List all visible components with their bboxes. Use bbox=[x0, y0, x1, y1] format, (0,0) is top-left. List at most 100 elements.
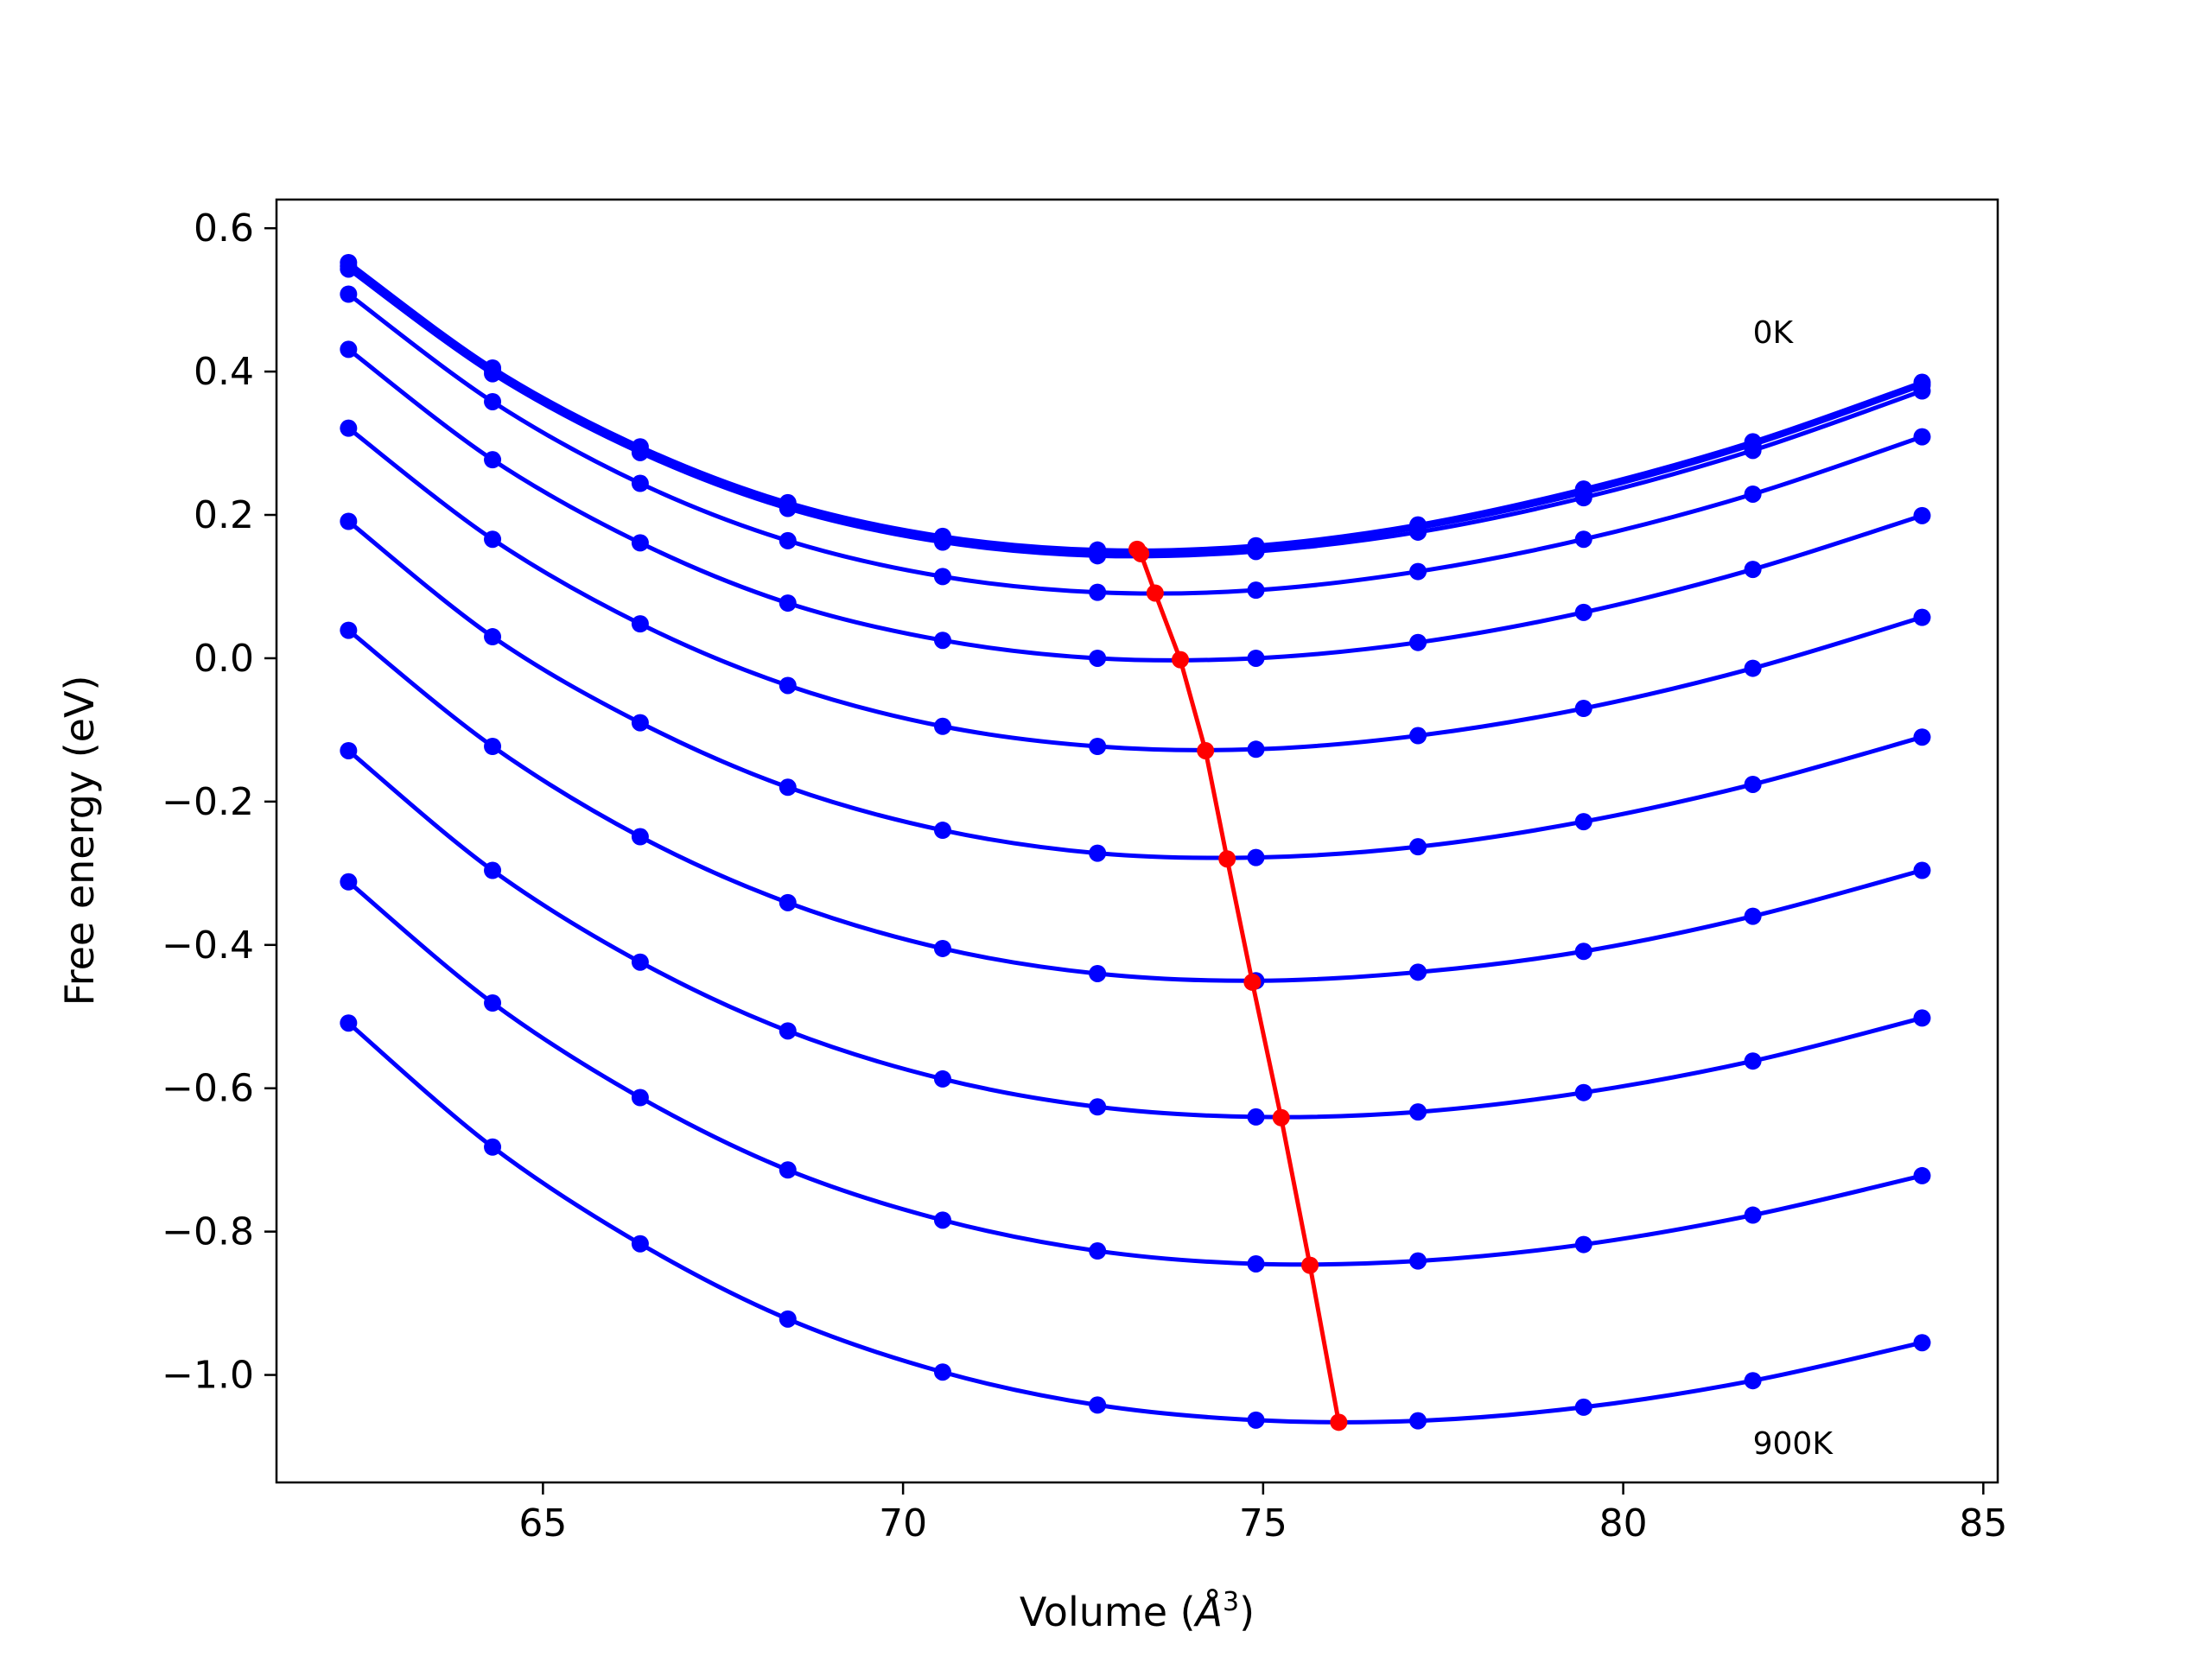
series-point bbox=[933, 939, 951, 957]
series-point bbox=[1089, 844, 1107, 862]
x-tick-label: 85 bbox=[1959, 1501, 2007, 1546]
series-point bbox=[1744, 1052, 1762, 1070]
series-line-1 bbox=[346, 260, 1924, 553]
series-point bbox=[340, 621, 358, 639]
series-line-2 bbox=[346, 263, 1924, 556]
series-point bbox=[779, 676, 797, 695]
series-point bbox=[1744, 775, 1762, 793]
x-tick-label: 65 bbox=[518, 1501, 567, 1546]
y-tick-label: 0.4 bbox=[194, 350, 254, 394]
series-point bbox=[1409, 1103, 1427, 1121]
series-point bbox=[779, 893, 797, 911]
series-point bbox=[484, 392, 502, 410]
minima-layer bbox=[1128, 540, 1348, 1431]
series-point bbox=[1913, 1334, 1931, 1352]
series-point bbox=[1744, 441, 1762, 460]
minima-point bbox=[1330, 1413, 1348, 1431]
series-line-11 bbox=[346, 1020, 1924, 1425]
series-point bbox=[340, 873, 358, 891]
series-point bbox=[1247, 1108, 1265, 1126]
minima-point bbox=[1218, 850, 1236, 868]
series-point bbox=[484, 530, 502, 549]
series-point bbox=[1913, 382, 1931, 400]
series-point bbox=[779, 594, 797, 613]
series-point bbox=[779, 778, 797, 797]
series-point bbox=[340, 1014, 358, 1032]
series-point bbox=[933, 533, 951, 551]
plot-frame bbox=[275, 198, 1999, 1484]
series-point bbox=[1744, 485, 1762, 503]
minima-point bbox=[1146, 584, 1164, 602]
series-point bbox=[1913, 1009, 1931, 1027]
series-point bbox=[1089, 649, 1107, 667]
series-point bbox=[340, 741, 358, 759]
y-tick-label: −0.4 bbox=[162, 924, 254, 968]
series-point bbox=[631, 1089, 649, 1107]
series-point bbox=[340, 260, 358, 278]
series-point bbox=[340, 340, 358, 359]
series-point bbox=[1574, 1235, 1592, 1254]
minima-point bbox=[1272, 1108, 1290, 1127]
series-point bbox=[1913, 728, 1931, 746]
series-point bbox=[1913, 1166, 1931, 1184]
series-point bbox=[631, 828, 649, 846]
minima-point bbox=[1301, 1256, 1319, 1274]
series-point bbox=[1409, 523, 1427, 541]
series-point bbox=[1089, 1098, 1107, 1116]
series-point bbox=[631, 534, 649, 552]
series-point bbox=[631, 953, 649, 971]
minima-point bbox=[1243, 973, 1262, 991]
series-point bbox=[1574, 1398, 1592, 1416]
series-point bbox=[1247, 543, 1265, 561]
series-point bbox=[1913, 506, 1931, 524]
x-axis-label: Volume (Å3) bbox=[1020, 1587, 1255, 1635]
series-point bbox=[1089, 964, 1107, 982]
series-line-5 bbox=[346, 346, 1924, 663]
series-point bbox=[1409, 838, 1427, 856]
series-point bbox=[933, 822, 951, 840]
series-point bbox=[1744, 659, 1762, 677]
minima-point bbox=[1132, 544, 1150, 562]
series-point bbox=[1744, 1372, 1762, 1390]
series-point bbox=[933, 568, 951, 586]
temperature-annotation: 900K bbox=[1753, 1426, 1834, 1462]
series-point bbox=[1913, 428, 1931, 446]
series-point bbox=[1409, 562, 1427, 581]
y-tick-label: 0.2 bbox=[194, 493, 254, 537]
series-point bbox=[1574, 603, 1592, 621]
series-point bbox=[340, 419, 358, 437]
series-point bbox=[1247, 1411, 1265, 1429]
series-point bbox=[1744, 561, 1762, 579]
y-tick-label: 0.0 bbox=[194, 637, 254, 681]
series-point bbox=[1409, 1252, 1427, 1270]
annotation-layer: 0K 900K bbox=[1753, 315, 1834, 1462]
series-point bbox=[484, 1138, 502, 1156]
series-point bbox=[1409, 963, 1427, 981]
y-tick-label: 0.6 bbox=[194, 206, 254, 251]
series-point bbox=[340, 512, 358, 530]
series-point bbox=[779, 1310, 797, 1328]
series-point bbox=[631, 474, 649, 492]
series-point bbox=[1409, 727, 1427, 745]
series-point bbox=[484, 737, 502, 755]
series-point bbox=[631, 615, 649, 633]
series-point bbox=[933, 1363, 951, 1381]
series-point bbox=[1247, 581, 1265, 600]
series-point bbox=[1574, 943, 1592, 961]
series-point bbox=[1089, 1242, 1107, 1260]
series-point bbox=[1574, 489, 1592, 507]
series-point bbox=[779, 499, 797, 517]
y-tick-label: −0.2 bbox=[162, 780, 254, 824]
minima-line bbox=[1135, 548, 1341, 1423]
series-point bbox=[933, 717, 951, 735]
series-point bbox=[1913, 608, 1931, 626]
series-point bbox=[484, 993, 502, 1012]
series-point bbox=[1574, 813, 1592, 831]
minima-point bbox=[1197, 741, 1215, 759]
y-axis-label: Free energy (eV) bbox=[56, 676, 103, 1006]
series-layer bbox=[340, 254, 1931, 1430]
series-point bbox=[1574, 530, 1592, 549]
series-point bbox=[1089, 547, 1107, 565]
